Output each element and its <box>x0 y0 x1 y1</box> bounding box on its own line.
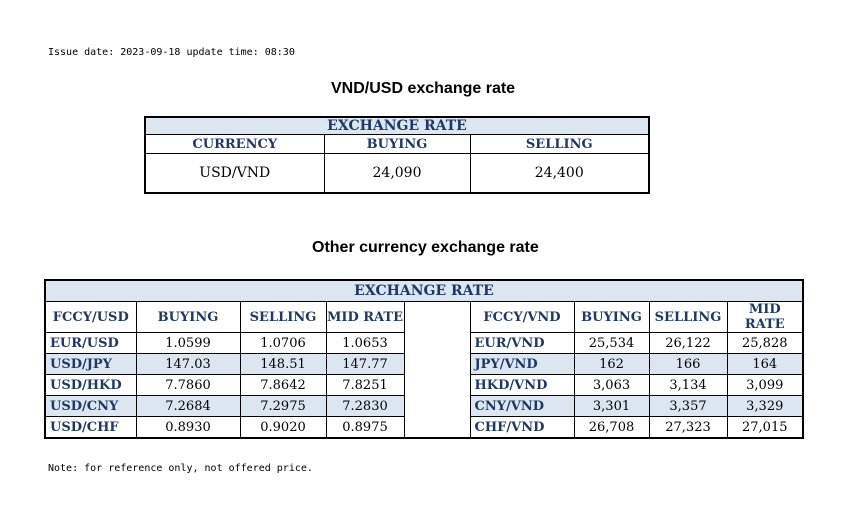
mid-rate-cell: 7.8251 <box>325 374 405 396</box>
table-row: USD/HKD 7.7860 7.8642 7.8251 HKD/VND 3,0… <box>44 374 804 396</box>
mid-rate-cell: 1.0653 <box>325 332 405 354</box>
table-row: USD/CNY 7.2684 7.2975 7.2830 CNY/VND 3,3… <box>44 395 804 417</box>
issue-date-line: Issue date: 2023-09-18 update time: 08:3… <box>48 47 295 58</box>
buying-cell: 1.0599 <box>135 332 241 354</box>
selling-cell: 148.51 <box>239 353 327 375</box>
column-header-currency: CURRENCY <box>144 134 325 154</box>
pair-cell: USD/CHF <box>44 416 137 439</box>
selling-cell: 7.2975 <box>239 395 327 417</box>
selling-cell: 3,357 <box>648 395 728 417</box>
buying-cell: 24,090 <box>323 153 471 194</box>
pair-cell: CHF/VND <box>469 416 575 439</box>
table-row: USD/CHF 0.8930 0.9020 0.8975 CHF/VND 26,… <box>44 416 804 439</box>
column-gap <box>403 301 471 333</box>
pair-cell: USD/HKD <box>44 374 137 396</box>
table-banner: EXCHANGE RATE <box>144 116 650 135</box>
selling-cell: 1.0706 <box>239 332 327 354</box>
mid-rate-cell: 27,015 <box>726 416 804 439</box>
column-header-selling: SELLING <box>648 301 728 333</box>
column-header-mid-rate: MID RATE <box>726 301 804 333</box>
buying-cell: 3,301 <box>573 395 650 417</box>
selling-cell: 166 <box>648 353 728 375</box>
mid-rate-cell: 3,329 <box>726 395 804 417</box>
column-header-selling: SELLING <box>239 301 327 333</box>
buying-cell: 7.2684 <box>135 395 241 417</box>
buying-cell: 0.8930 <box>135 416 241 439</box>
table-banner: EXCHANGE RATE <box>44 279 804 302</box>
buying-cell: 162 <box>573 353 650 375</box>
other-currency-table: EXCHANGE RATE FCCY/USD BUYING SELLING MI… <box>44 279 804 439</box>
selling-cell: 27,323 <box>648 416 728 439</box>
selling-cell: 3,134 <box>648 374 728 396</box>
pair-cell: JPY/VND <box>469 353 575 375</box>
table-row: EUR/USD 1.0599 1.0706 1.0653 EUR/VND 25,… <box>44 332 804 354</box>
vnd-usd-table: EXCHANGE RATE CURRENCY BUYING SELLING US… <box>144 116 650 194</box>
selling-cell: 24,400 <box>469 153 650 194</box>
column-header-buying: BUYING <box>323 134 471 154</box>
pair-cell: EUR/VND <box>469 332 575 354</box>
pair-cell: EUR/USD <box>44 332 137 354</box>
column-gap <box>403 374 471 396</box>
mid-rate-cell: 0.8975 <box>325 416 405 439</box>
selling-cell: 7.8642 <box>239 374 327 396</box>
buying-cell: 7.7860 <box>135 374 241 396</box>
currency-cell: USD/VND <box>144 153 325 194</box>
column-gap <box>403 416 471 438</box>
buying-cell: 3,063 <box>573 374 650 396</box>
column-header-fccy-usd: FCCY/USD <box>44 301 137 333</box>
buying-cell: 147.03 <box>135 353 241 375</box>
column-gap <box>403 332 471 354</box>
selling-cell: 0.9020 <box>239 416 327 439</box>
mid-rate-cell: 164 <box>726 353 804 375</box>
mid-rate-cell: 3,099 <box>726 374 804 396</box>
pair-cell: HKD/VND <box>469 374 575 396</box>
column-header-mid-rate: MID RATE <box>325 301 405 333</box>
column-header-fccy-vnd: FCCY/VND <box>469 301 575 333</box>
column-header-buying: BUYING <box>573 301 650 333</box>
pair-cell: USD/CNY <box>44 395 137 417</box>
selling-cell: 26,122 <box>648 332 728 354</box>
column-header-selling: SELLING <box>469 134 650 154</box>
table-row: USD/VND 24,090 24,400 <box>144 153 650 194</box>
pair-cell: CNY/VND <box>469 395 575 417</box>
vnd-usd-title: VND/USD exchange rate <box>331 80 516 97</box>
footnote: Note: for reference only, not offered pr… <box>48 463 313 474</box>
buying-cell: 26,708 <box>573 416 650 439</box>
buying-cell: 25,534 <box>573 332 650 354</box>
table-row: USD/JPY 147.03 148.51 147.77 JPY/VND 162… <box>44 353 804 375</box>
mid-rate-cell: 25,828 <box>726 332 804 354</box>
column-gap <box>403 353 471 375</box>
other-currency-title: Other currency exchange rate <box>312 239 539 256</box>
pair-cell: USD/JPY <box>44 353 137 375</box>
mid-rate-cell: 7.2830 <box>325 395 405 417</box>
column-header-buying: BUYING <box>135 301 241 333</box>
mid-rate-cell: 147.77 <box>325 353 405 375</box>
column-gap <box>403 395 471 417</box>
